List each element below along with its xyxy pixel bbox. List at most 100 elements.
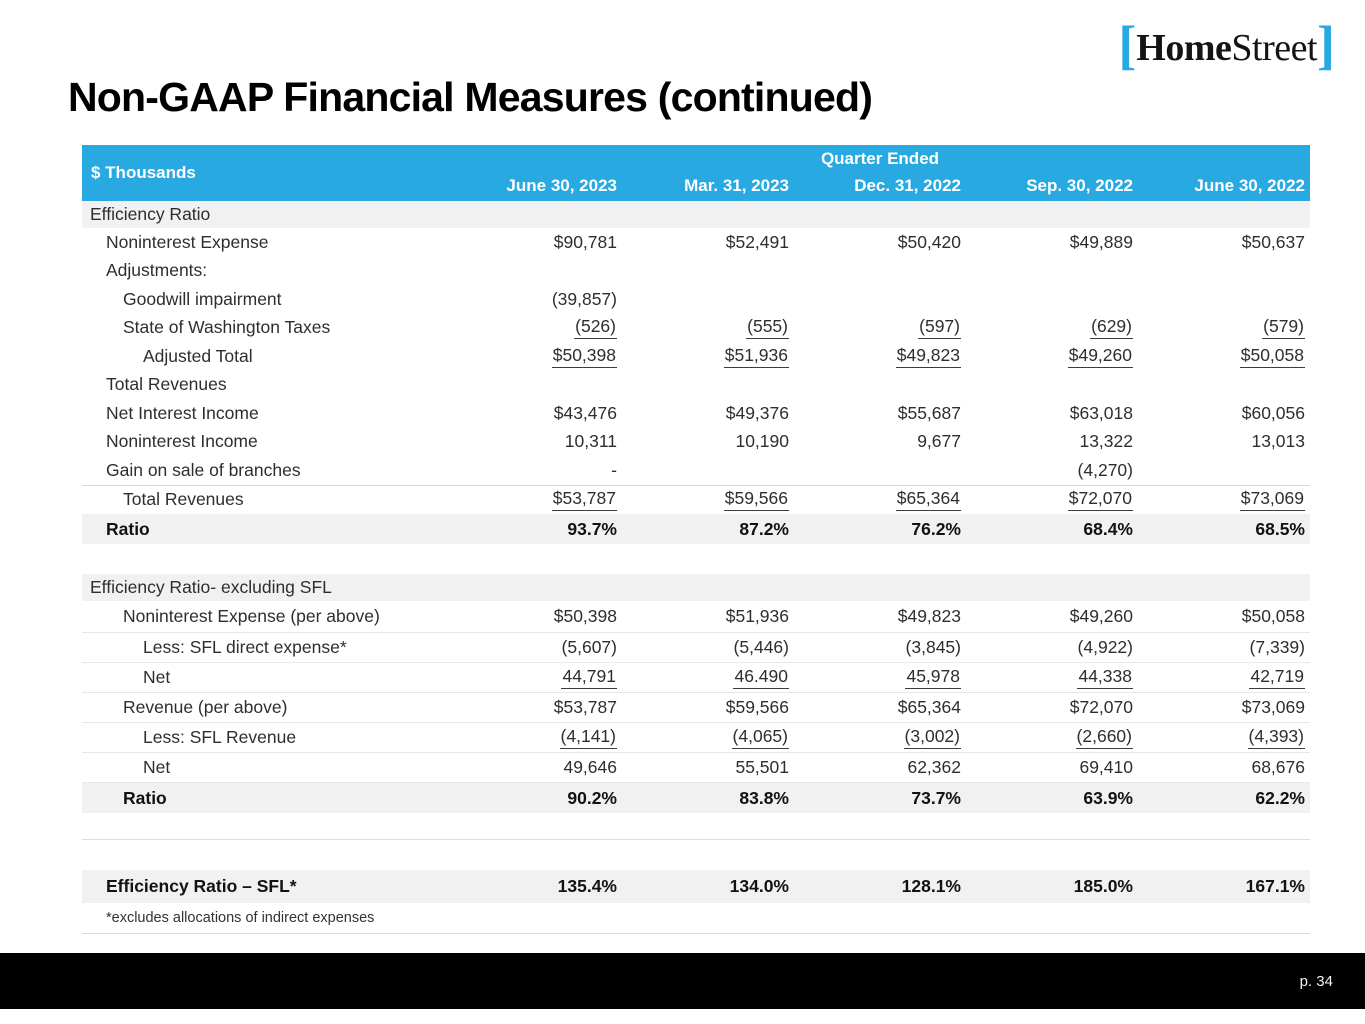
cell-value: 44,791 [450, 666, 622, 689]
row-label: Noninterest Expense [106, 231, 269, 252]
cell-value: 49,646 [563, 757, 617, 777]
table-row: Less: SFL Revenue (4,141) (4,065) (3,002) (2… [82, 723, 1310, 753]
cell-value: (5,446) [733, 637, 789, 657]
spacer-row [82, 840, 1310, 870]
footer-bar: p. 34 [0, 953, 1365, 1009]
cell-value: (2,660) [966, 726, 1138, 749]
table-header-right: Quarter Ended June 30, 2023 Mar. 31, 2023… [450, 145, 1310, 201]
cell-value: $72,070 [966, 488, 1138, 512]
table-row: Adjusted Total $50,398 $51,936 $49,823 $49,2… [82, 342, 1310, 371]
table-row: Noninterest Income 10,311 10,190 9,677 13,32… [82, 428, 1310, 457]
cell-value: 46.490 [622, 666, 794, 689]
table-row: Ratio 90.2% 83.8% 73.7% 63.9% 62.2% [82, 783, 1310, 813]
cell-value: $50,420 [897, 231, 961, 252]
logo-street-text: Street [1231, 27, 1318, 70]
table-row: Noninterest Expense (per above) $50,398 $5… [82, 601, 1310, 633]
cell-value: 13,322 [1079, 431, 1133, 452]
cell-value: 9,677 [917, 431, 961, 452]
row-label: Noninterest Income [106, 431, 258, 452]
row-label: Gain on sale of branches [106, 459, 301, 480]
cell-value: (526) [450, 316, 622, 340]
cell-value: $51,936 [622, 345, 794, 368]
row-label: State of Washington Taxes [123, 317, 331, 338]
cell-value: 185.0% [1073, 876, 1133, 896]
cell-value: (4,141) [450, 726, 622, 749]
cell-value: (579) [1138, 316, 1310, 340]
column-header: June 30, 2022 [1194, 176, 1305, 195]
section-header-row: Efficiency Ratio- excluding SFL [82, 574, 1310, 601]
row-label: Total Revenues [123, 489, 244, 510]
cell-value: $65,364 [794, 488, 966, 512]
row-label: Efficiency Ratio [90, 204, 211, 224]
cell-value: 44,338 [966, 666, 1138, 689]
cell-value: $73,069 [1241, 697, 1305, 717]
table-row: Noninterest Expense $90,781 $52,491 $50,420… [82, 228, 1310, 257]
cell-value: (4,922) [1077, 637, 1133, 657]
row-label: Net [143, 757, 171, 777]
table-row: Net 49,646 55,501 62,362 69,410 68,676 [82, 753, 1310, 783]
cell-value: $53,787 [553, 697, 617, 717]
section-header-row: Efficiency Ratio [82, 201, 1310, 228]
homestreet-logo: [Home Street] [1118, 15, 1335, 75]
cell-value: $50,398 [450, 345, 622, 368]
cell-value: $65,364 [897, 697, 961, 717]
cell-value: 128.1% [901, 876, 961, 896]
table-row: Total Revenues $53,787 $59,566 $65,364 $72,0… [82, 484, 1310, 515]
cell-value: 134.0% [729, 876, 789, 896]
cell-value: 167.1% [1245, 876, 1305, 896]
cell-value: $50,398 [553, 606, 617, 626]
cell-value: 62,362 [907, 757, 961, 777]
cell-value: $55,687 [897, 402, 961, 423]
page-title: Non-GAAP Financial Measures (continued) [68, 74, 873, 120]
cell-value: 83.8% [739, 787, 789, 808]
cell-value: $49,889 [1069, 231, 1133, 252]
cell-value: 135.4% [557, 876, 617, 896]
cell-value: 55,501 [735, 757, 789, 777]
cell-value: $49,823 [794, 345, 966, 368]
cell-value: $50,058 [1138, 345, 1310, 368]
quarter-ended-label: Quarter Ended [820, 149, 940, 168]
cell-value: (629) [966, 316, 1138, 340]
column-header: Mar. 31, 2023 [684, 176, 789, 195]
logo-right-bracket-icon: ] [1317, 15, 1335, 75]
cell-value: - [611, 459, 617, 480]
cell-value: 93.7% [567, 518, 617, 539]
page-number: p. 34 [1299, 972, 1333, 990]
logo-home-text: Home [1136, 27, 1232, 70]
cell-value: 76.2% [911, 518, 961, 539]
cell-value: $49,823 [897, 606, 961, 626]
cell-value: $59,566 [622, 488, 794, 512]
cell-value: $51,936 [725, 606, 789, 626]
table-row: Goodwill impairment (39,857) [82, 285, 1310, 314]
cell-value: 73.7% [911, 787, 961, 808]
cell-value: (4,393) [1138, 726, 1310, 749]
cell-value: $72,070 [1069, 697, 1133, 717]
cell-value: $43,476 [553, 402, 617, 423]
row-label: Ratio [106, 518, 150, 539]
logo-left-bracket-icon: [ [1118, 15, 1137, 75]
cell-value: (4,270) [1077, 459, 1133, 480]
table-body: Efficiency Ratio Noninterest Expense $90,7… [82, 201, 1310, 934]
cell-value: $49,260 [1069, 606, 1133, 626]
row-label: Efficiency Ratio – SFL* [106, 876, 297, 896]
column-header: June 30, 2023 [506, 176, 617, 195]
table-row: Less: SFL direct expense* (5,607) (5,446) (… [82, 633, 1310, 663]
cell-value: $52,491 [725, 231, 789, 252]
cell-value: 62.2% [1255, 787, 1305, 808]
cell-value: (7,339) [1249, 637, 1305, 657]
column-header: Sep. 30, 2022 [1026, 176, 1133, 195]
cell-value: $63,018 [1069, 402, 1133, 423]
cell-value: $53,787 [450, 488, 622, 512]
cell-value: $50,637 [1241, 231, 1305, 252]
cell-value: $50,058 [1241, 606, 1305, 626]
row-label: *excludes allocations of indirect expens… [106, 910, 375, 926]
footnote-row: *excludes allocations of indirect expens… [82, 903, 1310, 934]
cell-value: 68.4% [1083, 518, 1133, 539]
unit-label: $ Thousands [91, 163, 196, 182]
row-label: Net [143, 667, 171, 687]
cell-value: 10,311 [564, 431, 617, 452]
cell-value: 42,719 [1138, 666, 1310, 689]
cell-value: 87.2% [739, 518, 789, 539]
cell-value: 13,013 [1251, 431, 1305, 452]
cell-value: 90.2% [567, 787, 617, 808]
